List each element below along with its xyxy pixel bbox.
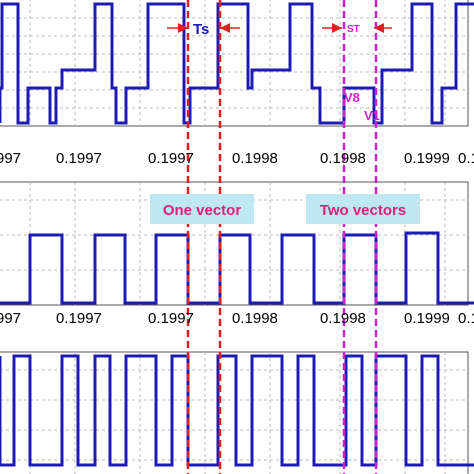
tick-label: 0.1997 — [148, 150, 194, 167]
tick-label: 0.1998 — [232, 310, 278, 327]
panel-frame-2 — [0, 181, 469, 306]
ts-annotation: Ts — [167, 21, 240, 38]
tick-label: 997 — [0, 150, 21, 167]
two-vectors-box: Two vectors — [306, 194, 420, 224]
st-label: ST — [347, 24, 360, 35]
two-vectors-label: Two vectors — [320, 202, 406, 219]
v1-label: V1 — [364, 108, 380, 123]
series-line-panel-2 — [0, 231, 474, 305]
tick-label: 997 — [0, 310, 21, 327]
arrow-left-icon — [220, 23, 230, 33]
one-vector-box: One vector — [150, 194, 254, 224]
panel-frame-3 — [0, 351, 469, 474]
series-line-panel-3 — [0, 354, 474, 467]
series-line-panel-1 — [0, 2, 474, 125]
arrow-right-icon — [332, 23, 342, 33]
st-annotation: ST — [322, 23, 392, 35]
tick-label: 0.1997 — [56, 310, 102, 327]
arrow-left-icon — [374, 23, 384, 33]
tick-label: 0.1998 — [232, 150, 278, 167]
tick-label: 0.1998 — [320, 310, 366, 327]
tick-labels-row-1: 997 0.1997 0.1997 0.1998 0.1998 0.1999 0… — [0, 150, 474, 167]
tick-label: 0.1997 — [148, 310, 194, 327]
vertical-markers — [186, 0, 378, 474]
tick-label: 0.1999 — [404, 150, 450, 167]
tick-label: 0.1999 — [404, 310, 450, 327]
v8-label: V8 — [344, 90, 360, 105]
one-vector-label: One vector — [163, 202, 242, 219]
tick-label: 0.1 — [458, 310, 474, 327]
tick-label: 0.1997 — [56, 150, 102, 167]
tick-label: 0.1998 — [320, 150, 366, 167]
arrow-right-icon — [178, 23, 188, 33]
tick-label: 0.1 — [458, 150, 474, 167]
panel-frame-1 — [0, 0, 469, 127]
ts-label: Ts — [193, 21, 209, 38]
tick-labels-row-2: 997 0.1997 0.1997 0.1998 0.1998 0.1999 0… — [0, 310, 474, 327]
